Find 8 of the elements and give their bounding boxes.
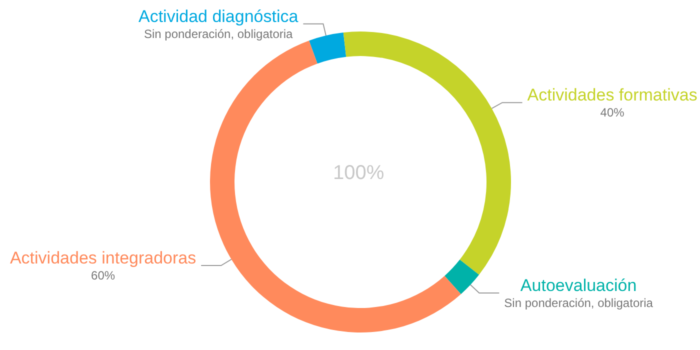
data-label: 40%	[600, 106, 625, 120]
data-label: Sin ponderación, obligatoria	[504, 296, 654, 310]
data-label: Sin ponderación, obligatoria	[144, 26, 294, 41]
slice-label: Actividades formativas	[527, 86, 698, 105]
slice-label: Autoevaluación	[520, 276, 637, 295]
data-label: 60%	[91, 268, 116, 283]
slice-label: Actividades integradoras	[10, 248, 196, 268]
slice-label: Actividad diagnóstica	[138, 6, 299, 26]
